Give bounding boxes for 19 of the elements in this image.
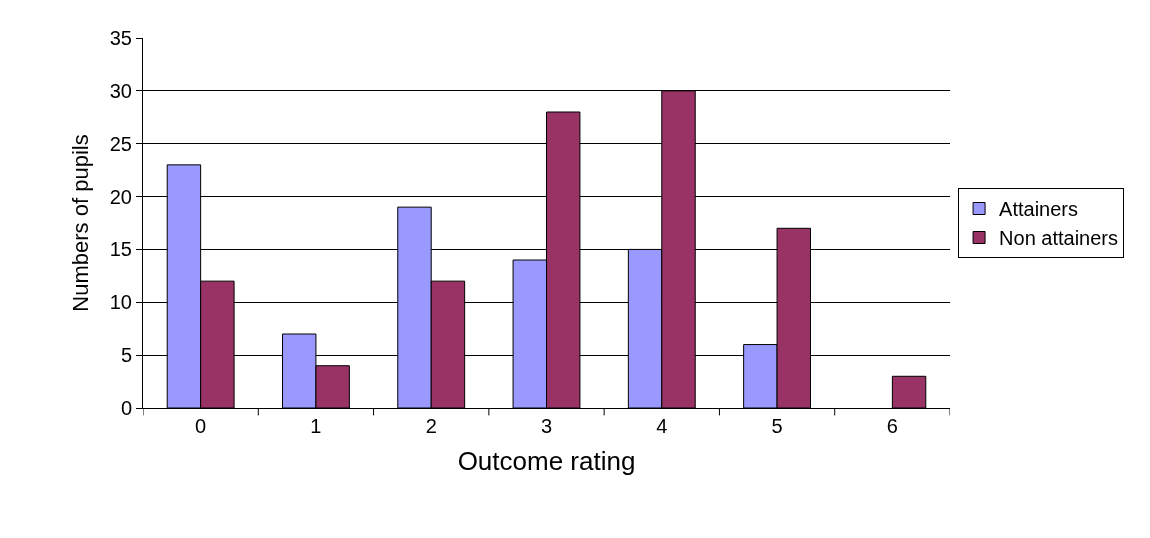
y-tick-label: 5: [120, 344, 132, 367]
x-tick-label: 4: [656, 415, 668, 437]
x-tick-label: 5: [771, 415, 783, 437]
legend-label: Attainers: [999, 198, 1079, 221]
y-tick-label: 30: [109, 79, 132, 102]
x-axis-title: Outcome rating: [457, 445, 636, 476]
y-tick-label: 0: [120, 397, 132, 419]
y-tick-label: 20: [109, 185, 132, 208]
x-tick-label: 0: [195, 415, 207, 437]
y-tick-label: 15: [109, 238, 132, 261]
x-tick-label: 3: [540, 415, 553, 437]
y-tick-label: 35: [109, 27, 132, 49]
y-axis-title: Numbers of pupils: [67, 134, 93, 312]
x-tick-label: 6: [886, 415, 898, 437]
legend-label: Non attainers: [999, 227, 1119, 250]
y-tick-label: 10: [109, 291, 132, 314]
x-tick-label: 2: [425, 415, 437, 437]
x-tick-label: 1: [310, 415, 322, 437]
y-tick-label: 25: [109, 132, 132, 155]
